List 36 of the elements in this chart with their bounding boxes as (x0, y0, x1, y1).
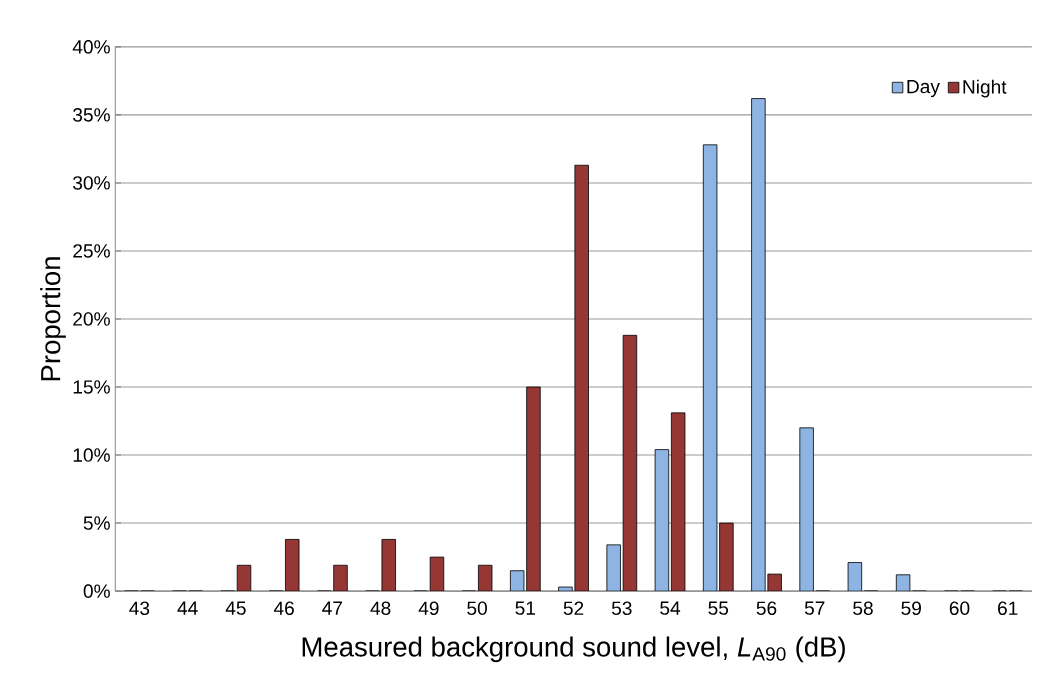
x-tick-label: 60 (949, 601, 970, 616)
x-tick-label: 56 (756, 601, 777, 616)
y-tick-label: 5% (83, 516, 110, 530)
y-tick-label: 40% (72, 40, 110, 54)
x-tick-label: 51 (515, 601, 536, 615)
y-tick-label: 20% (73, 312, 110, 326)
x-tick-label: 55 (708, 601, 729, 615)
y-tick-label: 15% (73, 380, 110, 394)
x-tick-label: 44 (177, 601, 198, 615)
x-tick-label: 53 (611, 601, 632, 616)
x-tick-label: 58 (853, 601, 873, 616)
x-tick-label: 48 (370, 601, 391, 616)
y-tick-label: 25% (73, 244, 110, 258)
y-tick-label: 0% (83, 584, 110, 598)
x-axis-title: Measured background sound level, L$_{A90}$ (dB) (302, 636, 845, 663)
x-tick-label: 52 (563, 601, 584, 616)
x-tick-label: 57 (804, 601, 825, 615)
legend-label: Day (907, 80, 940, 98)
bar (526, 386, 541, 592)
x-tick-label: 45 (225, 601, 246, 615)
bar (799, 427, 814, 592)
x-tick-label: 50 (467, 601, 487, 616)
x-tick-label: 59 (901, 601, 921, 616)
x-tick-label: 46 (273, 601, 294, 616)
bar (719, 522, 734, 592)
x-tick-label: 47 (322, 601, 343, 615)
bar (751, 98, 766, 592)
y-axis-title: Proportion (40, 257, 66, 381)
x-tick-label: 54 (660, 601, 681, 615)
y-tick-label: 35% (73, 108, 110, 122)
legend-label: Night (963, 79, 1007, 98)
x-tick-label: 61 (998, 601, 1018, 616)
x-tick-label: 43 (129, 601, 150, 616)
y-tick-label: 10% (73, 448, 110, 462)
x-tick-label: 49 (418, 601, 439, 616)
y-tick-label: 30% (73, 176, 110, 190)
